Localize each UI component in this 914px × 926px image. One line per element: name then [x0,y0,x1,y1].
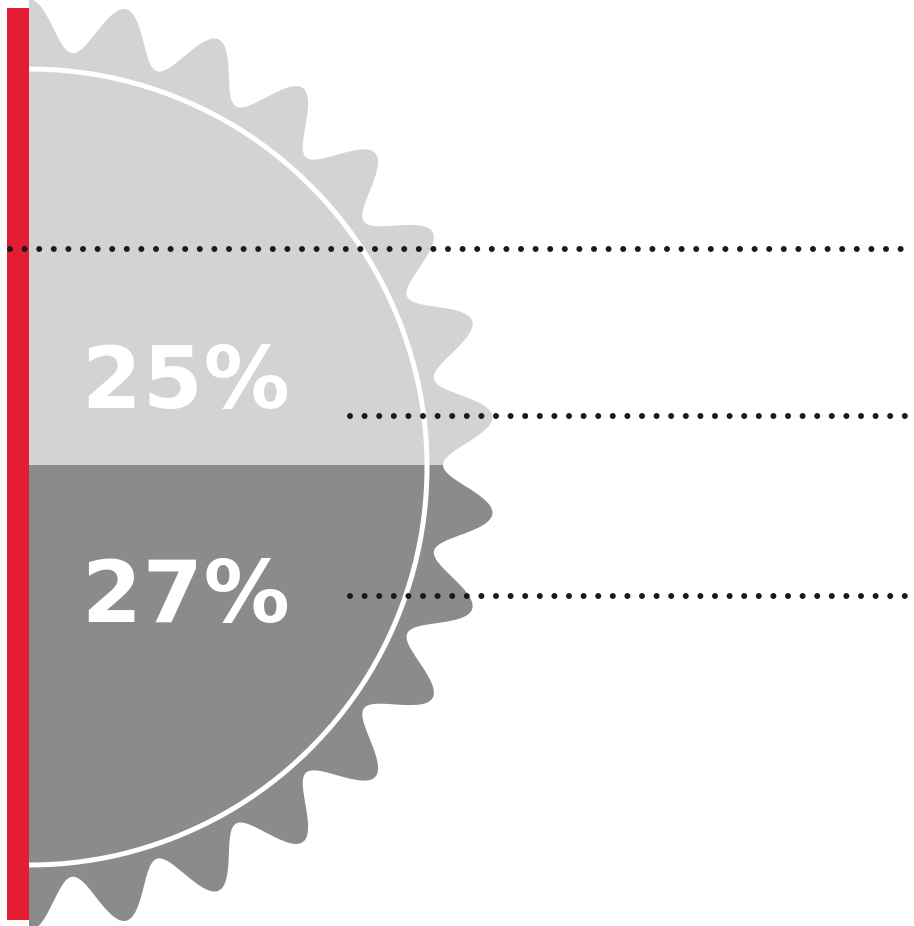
accent-bar [7,8,29,920]
segment-label-top: 25% [82,329,291,429]
segment-top [29,0,493,465]
segment-label-bottom: 27% [82,543,291,643]
segment-bottom [29,465,493,926]
leader-lines [7,246,909,599]
